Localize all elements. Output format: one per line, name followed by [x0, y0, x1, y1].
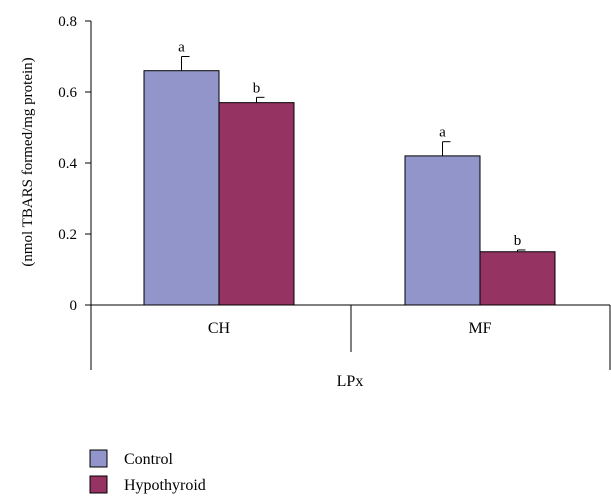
significance-label: a [178, 40, 185, 56]
y-tick-label: 0.6 [58, 85, 77, 101]
significance-labels: a b a b [178, 40, 521, 249]
significance-label: b [514, 233, 522, 249]
group-label: LPx [337, 373, 364, 390]
bar-control-ch [143, 70, 220, 306]
legend-label: Hypothyroid [124, 477, 206, 494]
y-tick-label: 0.8 [58, 14, 77, 30]
bar-hypothyroid-ch [218, 102, 295, 306]
category-labels: CH MF [208, 320, 492, 337]
significance-label: b [253, 80, 261, 96]
y-tick-label: 0.4 [58, 156, 77, 172]
category-label: CH [208, 320, 231, 337]
y-tick-label: 0.2 [58, 227, 77, 243]
legend-swatch [89, 475, 108, 494]
y-axis-label: (nmol TBARS formed/mg protein) [20, 57, 36, 266]
significance-label: a [439, 125, 446, 141]
error-bars [181, 56, 526, 252]
y-ticks: 0 0.2 0.4 0.6 0.8 [58, 14, 91, 314]
bar-hypothyroid-mf [479, 251, 556, 306]
legend-swatch [89, 449, 108, 468]
category-label: MF [468, 320, 491, 337]
bars [143, 70, 556, 306]
y-tick-label: 0 [70, 298, 78, 314]
legend: Control Hypothyroid [89, 449, 206, 494]
legend-label: Control [124, 451, 173, 468]
bar-control-mf [404, 155, 481, 306]
